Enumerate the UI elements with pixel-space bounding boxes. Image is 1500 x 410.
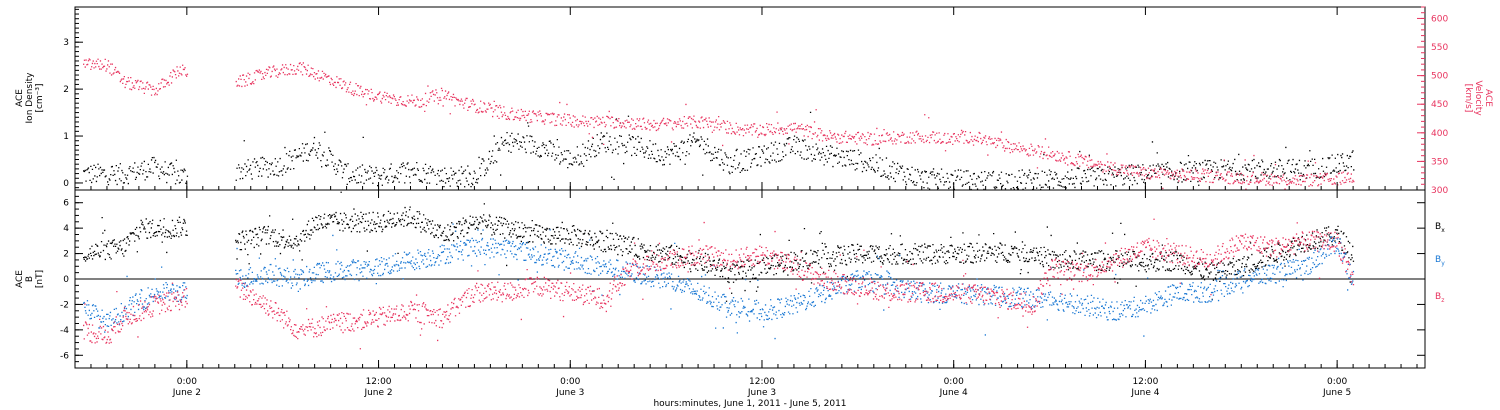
- top-right-ylabel-line-2: Velocity: [1473, 80, 1483, 116]
- legend-by-main: B: [1435, 255, 1441, 265]
- top-right-ytick-label: 450: [1431, 100, 1448, 110]
- bottom-ylabel: ACE B [nT]: [15, 270, 45, 288]
- legend-by: By: [1435, 255, 1445, 267]
- bottom-ytick-label: 0: [63, 275, 69, 285]
- series-density: [83, 111, 1355, 191]
- x-tick-label-date: June 2: [172, 388, 201, 398]
- x-tick-label-time: 0:00: [560, 377, 580, 387]
- top-right-ylabel-line-3: [km/s]: [1463, 84, 1473, 113]
- top-right-ytick-label: 300: [1431, 186, 1448, 196]
- series-by: [83, 223, 1355, 340]
- series-by-points: [83, 223, 1355, 340]
- top-right-ytick-label: 400: [1431, 129, 1448, 139]
- x-tick-label-date: June 3: [555, 388, 584, 398]
- series-bx: [83, 191, 1355, 302]
- x-tick-label-date: June 4: [1130, 388, 1159, 398]
- top-panel-data: [83, 58, 1355, 191]
- top-panel: 0 1 2 3 300 350 400 450 500 550 600 ACE Ion Densit…: [15, 6, 1493, 196]
- x-tick-label-time: 0:00: [1327, 377, 1347, 387]
- bottom-ylabel-line-3: [nT]: [35, 270, 45, 288]
- top-left-ylabel-line-2: Ion Density: [25, 72, 35, 124]
- top-left-ytick-label: 1: [63, 132, 69, 142]
- x-tick-label-time: 0:00: [177, 377, 197, 387]
- bottom-ytick-label: 2: [63, 250, 69, 260]
- top-left-ylabel: ACE Ion Density [cm⁻³]: [15, 72, 45, 124]
- legend-by-sub: y: [1441, 260, 1445, 267]
- top-left-ytick-label: 0: [63, 179, 69, 189]
- series-density-points: [83, 111, 1355, 191]
- top-right-ylabel: ACE Velocity [km/s]: [1463, 80, 1493, 116]
- top-panel-frame: [74, 6, 1426, 191]
- legend-bz-sub: z: [1441, 297, 1444, 304]
- bottom-ytick-label: -2: [60, 300, 69, 310]
- legend-bx: Bx: [1435, 222, 1445, 234]
- x-tick-label-date: June 2: [363, 388, 392, 398]
- top-left-ylabel-line-1: ACE: [15, 89, 25, 107]
- bottom-panel-data: [83, 191, 1355, 350]
- bottom-ytick-label: 4: [63, 224, 69, 234]
- bottom-ytick-label: -4: [60, 326, 69, 336]
- legend-bx-sub: x: [1441, 227, 1445, 234]
- series-bz-points: [83, 218, 1355, 350]
- bottom-ytick-label: 6: [63, 199, 69, 209]
- series-velocity-points: [83, 58, 1355, 190]
- top-left-ylabel-line-3: [cm⁻³]: [35, 83, 45, 112]
- top-right-ytick-label: 550: [1431, 43, 1448, 53]
- bottom-ylabel-line-2: B: [25, 276, 35, 282]
- x-tick-label-date: June 4: [939, 388, 968, 398]
- series-velocity: [83, 58, 1355, 190]
- legend-bz-main: B: [1435, 292, 1441, 302]
- x-axis-label: hours:minutes, June 1, 2011 - June 5, 20…: [653, 399, 846, 409]
- legend-bz: Bz: [1435, 292, 1444, 304]
- series-bz: [83, 218, 1355, 350]
- x-tick-label-time: 12:00: [366, 377, 392, 387]
- bottom-ytick-label: -6: [60, 351, 69, 361]
- top-panel-ticks: 0 1 2 3 300 350 400 450 500 550 600: [63, 6, 1448, 196]
- top-left-ytick-label: 3: [63, 38, 69, 48]
- legend-bx-main: B: [1435, 222, 1441, 232]
- top-left-ytick-label: 2: [63, 85, 69, 95]
- top-right-ytick-label: 600: [1431, 14, 1448, 24]
- top-right-ytick-label: 500: [1431, 72, 1448, 82]
- top-right-ytick-label: 350: [1431, 157, 1448, 167]
- x-tick-label-date: June 5: [1322, 388, 1351, 398]
- top-right-ylabel-line-1: ACE: [1483, 89, 1493, 107]
- x-tick-label-date: June 3: [747, 388, 776, 398]
- x-tick-label-time: 0:00: [944, 377, 964, 387]
- series-bx-points: [83, 191, 1355, 302]
- x-tick-label-time: 12:00: [1132, 377, 1158, 387]
- bottom-ylabel-line-1: ACE: [15, 270, 25, 288]
- bottom-panel-ticks: -6 -4 -2 0 2 4 6: [60, 189, 1425, 369]
- x-tick-label-time: 12:00: [749, 377, 775, 387]
